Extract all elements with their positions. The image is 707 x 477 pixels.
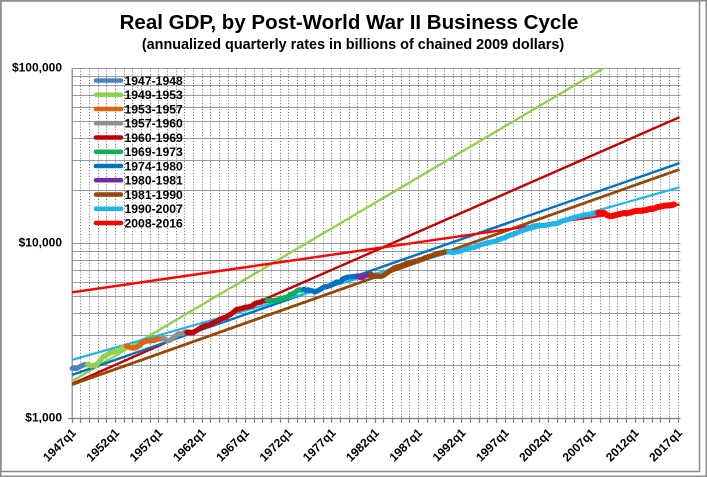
svg-text:$100,000: $100,000 [12, 61, 62, 75]
svg-text:1960-1969: 1960-1969 [125, 131, 184, 145]
svg-text:1969-1973: 1969-1973 [125, 145, 184, 159]
svg-text:$10,000: $10,000 [19, 236, 63, 250]
svg-text:1947-1948: 1947-1948 [125, 74, 184, 88]
svg-text:1980-1981: 1980-1981 [125, 174, 184, 188]
svg-text:2008-2016: 2008-2016 [125, 216, 184, 230]
svg-text:1949-1953: 1949-1953 [125, 88, 184, 102]
svg-text:Real GDP, by Post-World War II: Real GDP, by Post-World War II Business … [120, 11, 579, 34]
svg-text:1981-1990: 1981-1990 [125, 188, 184, 202]
svg-text:1953-1957: 1953-1957 [125, 102, 184, 116]
svg-text:1990-2007: 1990-2007 [125, 202, 184, 216]
svg-text:1957-1960: 1957-1960 [125, 117, 184, 131]
svg-text:$1,000: $1,000 [25, 411, 62, 425]
svg-text:(annualized quarterly rates in: (annualized quarterly rates in billions … [142, 37, 564, 53]
svg-text:1974-1980: 1974-1980 [125, 159, 184, 173]
